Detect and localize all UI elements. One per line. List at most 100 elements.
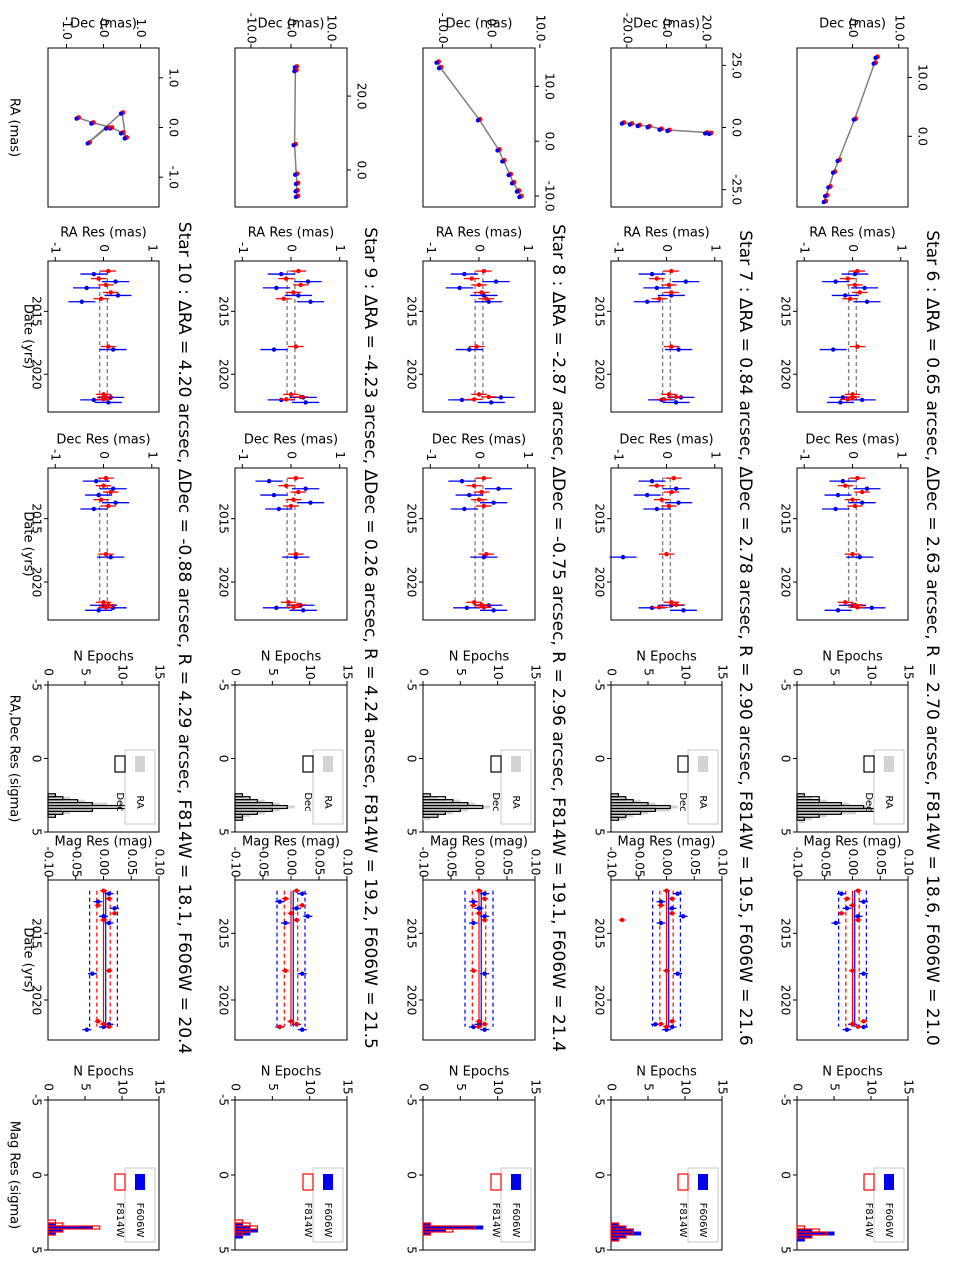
mag-res-point-f606 (669, 906, 675, 911)
mag-res-point-f606 (482, 891, 487, 896)
mag-res-point-f814 (471, 903, 476, 908)
mag-hist-axis-label: N Epochs (822, 1065, 883, 1080)
dec-res-point-f606 (96, 492, 101, 498)
mag-hist-axis-label: N Epochs (636, 1065, 697, 1080)
mag-res-point-f814 (658, 1021, 664, 1027)
radec-hist-bar-a (235, 796, 250, 800)
sky-dec-tick-label: 1.0 (134, 18, 148, 37)
dec-res-point-f814 (471, 483, 477, 488)
mag-hist-sig-tick-label: 5 (217, 1246, 231, 1254)
mag-res-point-f606 (839, 891, 844, 896)
radec-hist-bar-a (48, 808, 93, 812)
mag-res-tick-label: 0.05 (688, 849, 702, 876)
dec-res-date-label: Date (yrs) (21, 511, 36, 576)
mag-res-point-f814 (101, 917, 106, 923)
dec-res-point-f606 (654, 506, 660, 512)
mag-res-point-f814 (658, 903, 664, 908)
sky-ra-tick-label: 10.0 (916, 64, 930, 91)
mag-res-point-f606 (844, 1027, 850, 1032)
dec-res-point-f606 (676, 500, 681, 505)
ra-res-point-f606 (308, 299, 313, 304)
mag-res-date-tick-label: 2020 (217, 985, 231, 1016)
radec-hist-sig-tick-label: -5 (405, 679, 419, 691)
ra-res-axis-label: RA Res (mas) (809, 226, 895, 241)
radec-hist-legend-label-b: Dec (677, 792, 688, 811)
ra-res-point-f814 (486, 394, 491, 400)
sky-ra-tick-label: 10.0 (543, 73, 557, 100)
radec-hist-bar-a (611, 793, 619, 797)
radec-hist-bar-a (797, 808, 886, 812)
mag-hist-axis-label: N Epochs (73, 1065, 134, 1080)
radec-hist-legend-label-a: RA (510, 795, 521, 809)
mag-res-point-f606 (90, 971, 95, 976)
radec-hist-sig-tick-label: 0 (593, 755, 607, 763)
sky-ra-axis-label: RA (mas) (7, 98, 22, 157)
mag-hist-sig-tick-label: 0 (779, 1171, 793, 1179)
mag-res-point-f814 (476, 1019, 482, 1024)
dec-res-point-f606 (857, 554, 862, 560)
radec-hist-axis-label: N Epochs (261, 650, 322, 665)
dec-res-point-f814 (288, 503, 294, 509)
ra-res-point-f814 (654, 276, 660, 281)
dec-res-frame (610, 467, 723, 621)
sky-point-f606 (517, 194, 522, 200)
radec-hist-sig-tick-label: -5 (779, 679, 793, 691)
ra-res-tick-label: 1 (333, 244, 347, 252)
ra-res-point-f814 (852, 282, 858, 288)
dec-res-date-tick-label: 2020 (30, 567, 44, 598)
mag-res-point-f606 (300, 891, 305, 896)
dec-res-point-f606 (835, 492, 841, 498)
ra-res-point-f606 (79, 299, 84, 304)
mag-res-tick-label: 0.10 (153, 849, 167, 876)
radec-hist-legend-swatch-b (677, 755, 689, 773)
mag-hist-tick-label: 15 (153, 1079, 167, 1094)
sky-point-f606 (706, 131, 712, 137)
dec-res-point-f606 (467, 492, 472, 498)
mag-res-tick-label: 0.05 (501, 849, 515, 876)
radec-hist-axis-label: N Epochs (822, 650, 883, 665)
ra-res-point-f814 (845, 397, 850, 402)
radec-hist-sig-tick-label: 0 (30, 755, 44, 763)
radec-hist-bar-a (797, 811, 857, 815)
radec-hist-bar-a (423, 799, 461, 803)
sky-point-f606 (293, 172, 298, 177)
sky-point-f606 (293, 181, 299, 187)
sky-point-f606 (826, 185, 831, 190)
mag-hist-legend-swatch-b (677, 1173, 689, 1191)
dec-res-point-f814 (101, 483, 106, 488)
ra-res-date-tick-label: 2015 (30, 296, 44, 327)
dec-res-point-f606 (271, 492, 277, 498)
sky-ra-tick-label: 0.0 (355, 160, 369, 179)
star-2-group: Star 8 : ΔRA = -2.87 arcsec, ΔDec = -0.7… (405, 12, 569, 1253)
radec-hist-tick-label: 10 (679, 664, 693, 679)
dec-res-point-f814 (855, 605, 860, 610)
radec-hist-bar-a (423, 805, 491, 809)
sky-point-f606 (291, 142, 296, 148)
ra-res-tick-label: 1 (521, 244, 535, 252)
dec-res-point-f814 (666, 503, 672, 509)
mag-hist-legend-swatch-b (114, 1173, 126, 1191)
sky-point-f606 (506, 172, 511, 178)
mag-res-point-f606 (861, 971, 866, 976)
radec-hist-bar-a (423, 802, 476, 806)
radec-hist-sig-tick-label: 0 (217, 755, 231, 763)
sky-model-track (77, 111, 127, 143)
mag-res-point-f814 (106, 1024, 112, 1029)
radec-hist-sig-tick-label: -5 (593, 679, 607, 691)
ra-res-point-f606 (493, 279, 499, 284)
mag-res-point-f606 (471, 899, 476, 904)
mag-hist-sig-tick-label: 5 (405, 1246, 419, 1254)
radec-hist-sig-tick-label: 5 (593, 828, 607, 836)
dec-res-tick-label: 1 (333, 451, 347, 459)
ra-res-point-f814 (476, 282, 482, 288)
sky-frame (47, 47, 160, 208)
sky-point-f606 (627, 122, 633, 127)
mag-res-tick-label: -0.05 (257, 846, 271, 877)
ra-res-point-f814 (106, 344, 111, 349)
mag-hist-tick-label: 15 (341, 1079, 355, 1094)
dec-res-tick-label: 0 (660, 451, 674, 459)
ra-res-axis-label: RA Res (mas) (248, 226, 334, 241)
sky-dec-axis-label: Dec (mas) (819, 17, 886, 32)
sky-point-f606 (122, 136, 127, 141)
